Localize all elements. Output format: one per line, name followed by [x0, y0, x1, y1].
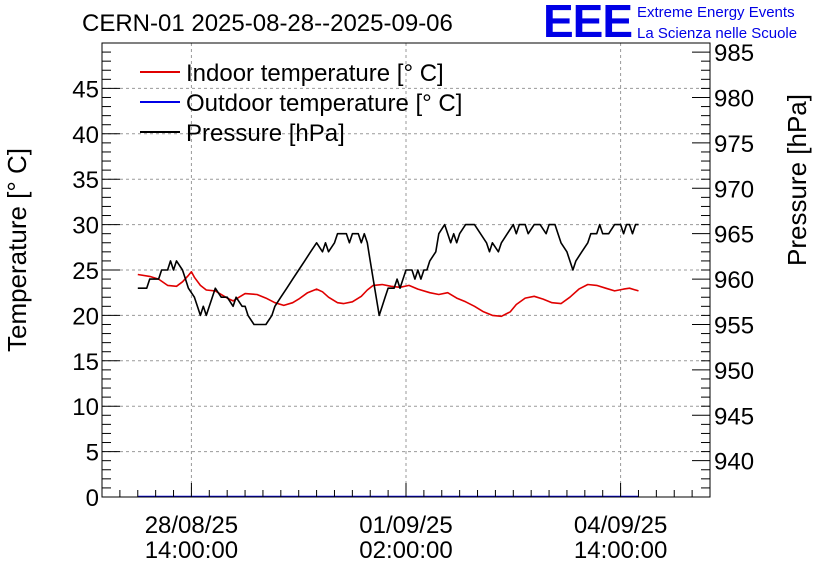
x-tick-time: 02:00:00 [359, 537, 452, 564]
grid-lines [102, 43, 710, 497]
left-tick-label: 20 [72, 303, 99, 330]
legend-label: Indoor temperature [° C] [186, 60, 444, 87]
right-tick-label: 955 [714, 312, 754, 339]
right-tick-label: 980 [714, 85, 754, 112]
right-tick-label: 940 [714, 449, 754, 476]
x-tick-time: 14:00:00 [574, 537, 667, 564]
x-tick-date: 04/09/25 [574, 512, 667, 539]
legend: Indoor temperature [° C] Outdoor temperat… [140, 60, 462, 147]
left-tick-label: 0 [86, 485, 99, 512]
chart-title: CERN-01 2025-08-28--2025-09-06 [82, 10, 453, 37]
x-tick-date: 28/08/25 [145, 512, 238, 539]
right-tick-label: 950 [714, 358, 754, 385]
left-axis: 0 5 10 15 20 25 30 35 40 45 [72, 51, 120, 512]
series-line-0 [137, 270, 639, 318]
x-tick-date: 01/09/25 [359, 512, 452, 539]
right-axis: 940 945 950 955 960 965 970 975 980 985 [692, 40, 754, 498]
left-tick-label: 15 [72, 349, 99, 376]
left-axis-label: Temperature [° C] [2, 148, 32, 352]
right-tick-label: 960 [714, 267, 754, 294]
x-tick-time: 14:00:00 [145, 537, 238, 564]
brand-line-2: La Scienza nelle Scuole [637, 25, 798, 42]
legend-label: Outdoor temperature [° C] [186, 90, 462, 117]
right-axis-label: Pressure [hPa] [782, 94, 812, 266]
right-tick-label: 965 [714, 222, 754, 249]
brand-line-1: Extreme Energy Events [637, 4, 795, 21]
left-tick-label: 40 [72, 122, 99, 149]
left-tick-label: 10 [72, 394, 99, 421]
legend-label: Pressure [hPa] [186, 120, 345, 147]
left-tick-label: 35 [72, 167, 99, 194]
right-tick-label: 970 [714, 176, 754, 203]
x-axis: 28/08/2514:00:0001/09/2502:00:0004/09/25… [119, 483, 693, 564]
left-tick-label: 30 [72, 213, 99, 240]
right-tick-label: 975 [714, 131, 754, 158]
eee-logo: EEE [543, 0, 633, 47]
right-tick-label: 985 [714, 40, 754, 67]
left-tick-label: 45 [72, 76, 99, 103]
left-tick-label: 25 [72, 258, 99, 285]
right-tick-label: 945 [714, 403, 754, 430]
series-line-2 [137, 223, 639, 326]
left-tick-label: 5 [86, 440, 99, 467]
